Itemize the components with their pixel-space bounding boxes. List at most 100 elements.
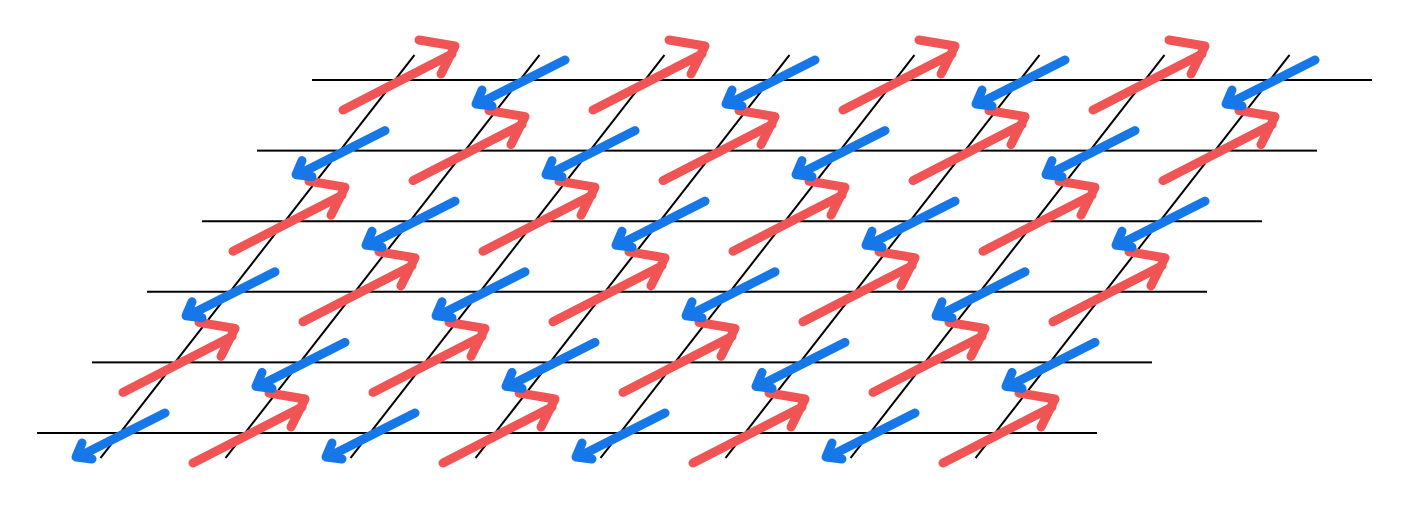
column-line: [349, 54, 666, 459]
spin-up-shaft: [658, 120, 777, 186]
spin-up-shaft: [368, 331, 487, 397]
spin: [588, 35, 710, 115]
spin: [1111, 196, 1210, 252]
spin-up-head: [914, 35, 960, 79]
spin: [1158, 106, 1280, 186]
column-line: [99, 54, 416, 459]
spin: [1221, 55, 1320, 111]
spin-down-head: [251, 367, 277, 393]
spin-down-shaft: [1007, 337, 1100, 389]
spin-up-shaft: [978, 190, 1097, 256]
spin-down-head: [751, 367, 777, 393]
spin: [181, 267, 280, 323]
spin: [931, 267, 1030, 323]
spins: [71, 35, 1320, 468]
spin-down-head: [1041, 156, 1067, 182]
spin-down-shaft: [367, 196, 460, 248]
spin: [541, 126, 640, 182]
spin-up-shaft: [868, 331, 987, 397]
spin-down-shaft: [687, 267, 780, 319]
spin-down-shaft: [257, 337, 350, 389]
spin-down-head: [571, 438, 597, 464]
spin-down-head: [721, 85, 747, 111]
spin: [721, 55, 820, 111]
spin-down-head: [1001, 367, 1027, 393]
spin-down-shaft: [507, 337, 600, 389]
lattice-grid: [37, 54, 1372, 459]
spin-down-shaft: [577, 408, 670, 460]
spin-down-head: [1111, 226, 1137, 252]
spin-up-shaft: [728, 190, 847, 256]
column-line: [599, 54, 916, 459]
spin-down-shaft: [297, 126, 390, 178]
spin-up-shaft: [618, 331, 737, 397]
spin-down-head: [611, 226, 637, 252]
spin-down-shaft: [327, 408, 420, 460]
spin-up-shaft: [548, 261, 667, 327]
spin-down-head: [821, 438, 847, 464]
column-line: [849, 54, 1166, 459]
spin: [408, 106, 530, 186]
spin: [251, 337, 350, 393]
spin-down-shaft: [937, 267, 1030, 319]
spin: [681, 267, 780, 323]
spin-up-shaft: [688, 402, 807, 468]
spin-down-shaft: [1117, 196, 1210, 248]
spin-up-shaft: [1088, 49, 1207, 115]
spin: [1041, 126, 1140, 182]
spin-up-head: [554, 176, 600, 220]
spin-down-shaft: [617, 196, 710, 248]
spin: [688, 388, 810, 468]
spin-up-shaft: [228, 190, 347, 256]
spin: [431, 267, 530, 323]
spin: [658, 106, 780, 186]
spin: [571, 408, 670, 464]
spin-up-shaft: [588, 49, 707, 115]
spin-down-shaft: [437, 267, 530, 319]
spin-down-head: [931, 297, 957, 323]
spin: [321, 408, 420, 464]
spin-down-shaft: [77, 408, 170, 460]
spin: [368, 317, 490, 397]
spin-up-head: [514, 388, 560, 432]
spin-down-head: [861, 226, 887, 252]
spin-up-head: [734, 106, 780, 150]
spin: [118, 317, 240, 397]
spin-down-shaft: [727, 55, 820, 107]
spin-down-head: [971, 85, 997, 111]
spin-up-shaft: [438, 402, 557, 468]
spin: [978, 176, 1100, 256]
spin-up-head: [1014, 388, 1060, 432]
spin: [838, 35, 960, 115]
spin: [821, 408, 920, 464]
spin-down-head: [71, 438, 97, 464]
spin-up-shaft: [1158, 120, 1277, 186]
spin: [618, 317, 740, 397]
spin: [291, 126, 390, 182]
spin: [1088, 35, 1210, 115]
spin-down-shaft: [1227, 55, 1320, 107]
spin-up-shaft: [408, 120, 527, 186]
spin-up-head: [764, 388, 810, 432]
spin-up-head: [874, 247, 920, 291]
spin-down-head: [181, 297, 207, 323]
spin: [611, 196, 710, 252]
spin: [1001, 337, 1100, 393]
spin: [908, 106, 1030, 186]
spin-up-shaft: [938, 402, 1057, 468]
spin-up-shaft: [1048, 261, 1167, 327]
spin-down-shaft: [977, 55, 1070, 107]
spin-down-head: [471, 85, 497, 111]
spin-down-shaft: [797, 126, 890, 178]
spin: [298, 247, 420, 327]
spin: [478, 176, 600, 256]
spin: [501, 337, 600, 393]
spin-up-shaft: [118, 331, 237, 397]
spin-down-shaft: [187, 267, 280, 319]
spin: [338, 35, 460, 115]
spin: [548, 247, 670, 327]
spin: [361, 196, 460, 252]
spin-down-head: [291, 156, 317, 182]
spin-up-shaft: [798, 261, 917, 327]
spin: [751, 337, 850, 393]
